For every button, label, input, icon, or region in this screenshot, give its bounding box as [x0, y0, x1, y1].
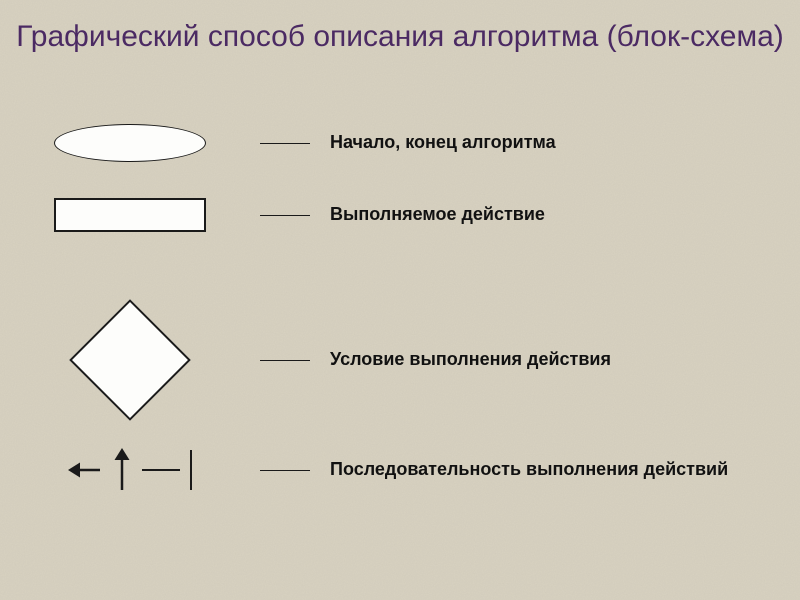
legend-label: Начало, конец алгоритма: [330, 131, 556, 154]
arrow-up-icon: [112, 448, 132, 492]
connector-line: [260, 360, 310, 361]
process-shape: [54, 198, 206, 232]
vertical-line-icon: [190, 450, 192, 490]
arrow-left-icon: [68, 460, 102, 480]
horizontal-line-icon: [142, 469, 180, 471]
symbol-cell: [0, 198, 260, 232]
flow-arrows-group: [0, 448, 260, 492]
legend-label: Последовательность выполнения действий: [330, 458, 728, 481]
connector-line: [260, 215, 310, 216]
legend-row-terminator: Начало, конец алгоритма: [0, 124, 800, 162]
legend-row-flow: Последовательность выполнения действий: [0, 448, 800, 492]
connector-line: [260, 143, 310, 144]
slide-content: Графический способ описания алгоритма (б…: [0, 0, 800, 600]
legend-label: Выполняемое действие: [330, 203, 545, 226]
connector-line: [260, 470, 310, 471]
symbol-cell: [0, 124, 260, 162]
slide-title: Графический способ описания алгоритма (б…: [0, 18, 800, 56]
symbol-cell: [0, 300, 260, 420]
legend-label: Условие выполнения действия: [330, 348, 611, 371]
decision-shape: [70, 300, 190, 420]
terminator-shape: [54, 124, 206, 162]
legend-row-process: Выполняемое действие: [0, 198, 800, 232]
legend-row-decision: Условие выполнения действия: [0, 300, 800, 420]
